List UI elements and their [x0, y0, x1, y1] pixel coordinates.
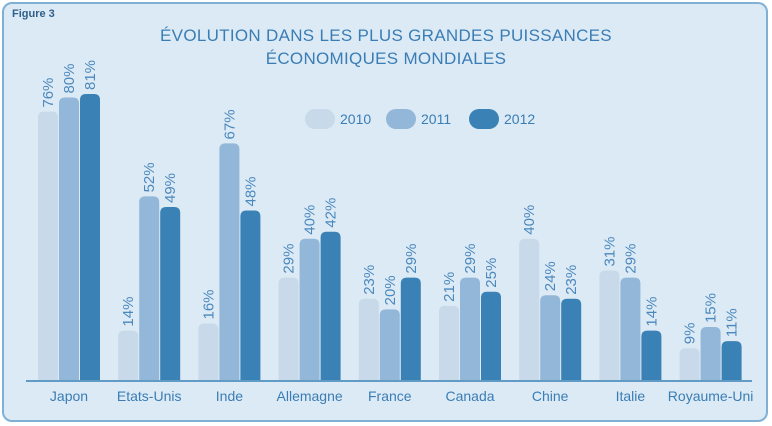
value-label-2011-3: 40%	[302, 205, 319, 235]
category-label-5: Canada	[445, 388, 494, 404]
value-label-2012-2: 48%	[242, 176, 259, 206]
value-label-2012-8: 11%	[724, 308, 741, 337]
value-label-2012-3: 42%	[323, 198, 340, 228]
value-label-2010-4: 23%	[361, 265, 378, 295]
legend-swatch-2011	[386, 109, 416, 129]
bar-2010-3	[278, 277, 299, 380]
value-label-2010-3: 29%	[281, 244, 298, 274]
bar-2011-0	[59, 97, 79, 381]
value-label-2011-0: 80%	[61, 63, 78, 93]
bar-2012-6	[561, 298, 582, 380]
value-label-2010-1: 14%	[120, 297, 137, 327]
bar-2010-1	[118, 330, 139, 380]
legend-label-2010: 2010	[340, 111, 371, 127]
bar-2011-8	[700, 327, 721, 380]
category-label-3: Allemagne	[277, 388, 343, 404]
bar-2012-2	[240, 210, 261, 380]
bar-2012-4	[400, 277, 421, 380]
bar-2012-1	[160, 206, 181, 380]
value-label-2012-7: 14%	[643, 297, 660, 327]
value-label-2012-4: 29%	[403, 244, 420, 274]
bar-2010-4	[358, 298, 379, 380]
value-label-2010-0: 76%	[40, 78, 57, 108]
legend-label-2012: 2012	[504, 111, 535, 127]
value-label-2011-8: 15%	[703, 293, 720, 323]
bar-2011-3	[299, 238, 320, 380]
bar-2012-7	[641, 330, 662, 380]
value-label-2010-7: 31%	[601, 237, 618, 267]
legend-swatch-2010	[305, 109, 335, 129]
category-label-0: Japon	[50, 388, 88, 404]
value-label-2011-5: 29%	[462, 244, 479, 274]
legend-label-2011: 2011	[421, 111, 451, 127]
category-label-6: Chine	[532, 388, 569, 404]
legend-swatch-2012	[469, 109, 499, 129]
value-label-2012-6: 23%	[563, 265, 580, 295]
category-label-4: France	[368, 388, 412, 404]
value-label-2010-8: 9%	[682, 323, 699, 345]
bar-2011-4	[379, 309, 400, 380]
bar-2012-5	[481, 291, 501, 380]
chart-title-line-1: ÉVOLUTION DANS LES PLUS GRANDES PUISSANC…	[160, 26, 612, 45]
bars-group: 76% 80% 81%14%52% 49%16%67%48%29%40% 42%23% 2…	[38, 60, 742, 381]
bar-2010-7	[599, 270, 620, 380]
bar-2010-6	[519, 238, 540, 380]
chart-title-line-2: ÉCONOMIQUES MONDIALES	[266, 49, 507, 68]
bar-2010-8	[679, 348, 700, 380]
value-label-2011-7: 29%	[622, 244, 639, 274]
value-label-2011-1: 52%	[141, 162, 158, 192]
value-label-2010-2: 16%	[200, 289, 217, 319]
legend: 2010 2011 2012	[305, 109, 535, 129]
bar-2010-5	[439, 305, 459, 380]
bar-2010-0	[38, 111, 58, 380]
category-label-7: Italie	[616, 388, 646, 404]
bar-2010-2	[198, 323, 219, 380]
figure-label: Figure 3	[12, 8, 55, 20]
value-label-2012-5: 25%	[483, 258, 500, 288]
bar-2011-1	[139, 196, 160, 380]
bar-2012-0	[80, 94, 100, 380]
value-label-2010-6: 40%	[521, 205, 538, 235]
value-label-2010-5: 21%	[441, 272, 458, 302]
category-label-8: Royaume-Uni	[668, 388, 754, 404]
category-label-2: Inde	[216, 388, 243, 404]
bar-2011-7	[620, 277, 641, 380]
bar-2011-5	[460, 277, 480, 380]
value-label-2011-4: 20%	[382, 275, 399, 305]
bar-2012-8	[721, 341, 742, 380]
bar-2011-2	[219, 143, 240, 380]
value-label-2012-0: 81%	[82, 60, 99, 90]
value-label-2011-2: 67%	[221, 109, 238, 139]
value-label-2011-6: 24%	[542, 261, 559, 291]
bar-2012-3	[320, 231, 341, 380]
category-label-1: Etats-Unis	[117, 388, 182, 404]
category-labels: Japon Etats-Unis Inde Allemagne France Canada…	[50, 388, 753, 404]
value-label-2012-1: 49%	[162, 173, 179, 203]
bar-2011-6	[540, 295, 561, 380]
